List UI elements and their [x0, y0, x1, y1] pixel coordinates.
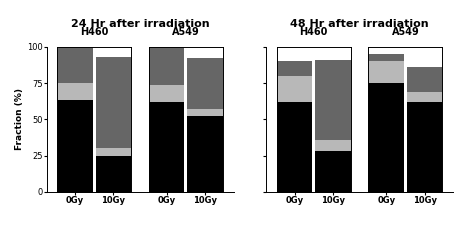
- Bar: [149, 84, 184, 102]
- Bar: [407, 102, 442, 192]
- Bar: [187, 117, 223, 192]
- Bar: [187, 58, 223, 109]
- Bar: [368, 83, 404, 192]
- Bar: [315, 140, 351, 151]
- Bar: [315, 151, 351, 192]
- Bar: [57, 83, 93, 100]
- Bar: [277, 76, 312, 102]
- Bar: [149, 47, 184, 84]
- Bar: [368, 61, 404, 83]
- Bar: [96, 148, 131, 156]
- Title: 48 Hr after irradiation: 48 Hr after irradiation: [290, 19, 429, 29]
- Bar: [407, 92, 442, 102]
- Bar: [96, 57, 131, 148]
- Bar: [277, 61, 312, 76]
- Text: A549: A549: [391, 27, 419, 37]
- Text: H460: H460: [300, 27, 328, 37]
- Bar: [57, 47, 93, 83]
- Bar: [57, 100, 93, 192]
- Bar: [149, 102, 184, 192]
- Y-axis label: Fraction (%): Fraction (%): [15, 88, 24, 150]
- Bar: [407, 67, 442, 92]
- Bar: [277, 102, 312, 192]
- Bar: [368, 54, 404, 61]
- Bar: [315, 60, 351, 140]
- Bar: [187, 109, 223, 117]
- Bar: [96, 156, 131, 192]
- Title: 24 Hr after irradiation: 24 Hr after irradiation: [71, 19, 209, 29]
- Text: A549: A549: [172, 27, 200, 37]
- Text: H460: H460: [80, 27, 108, 37]
